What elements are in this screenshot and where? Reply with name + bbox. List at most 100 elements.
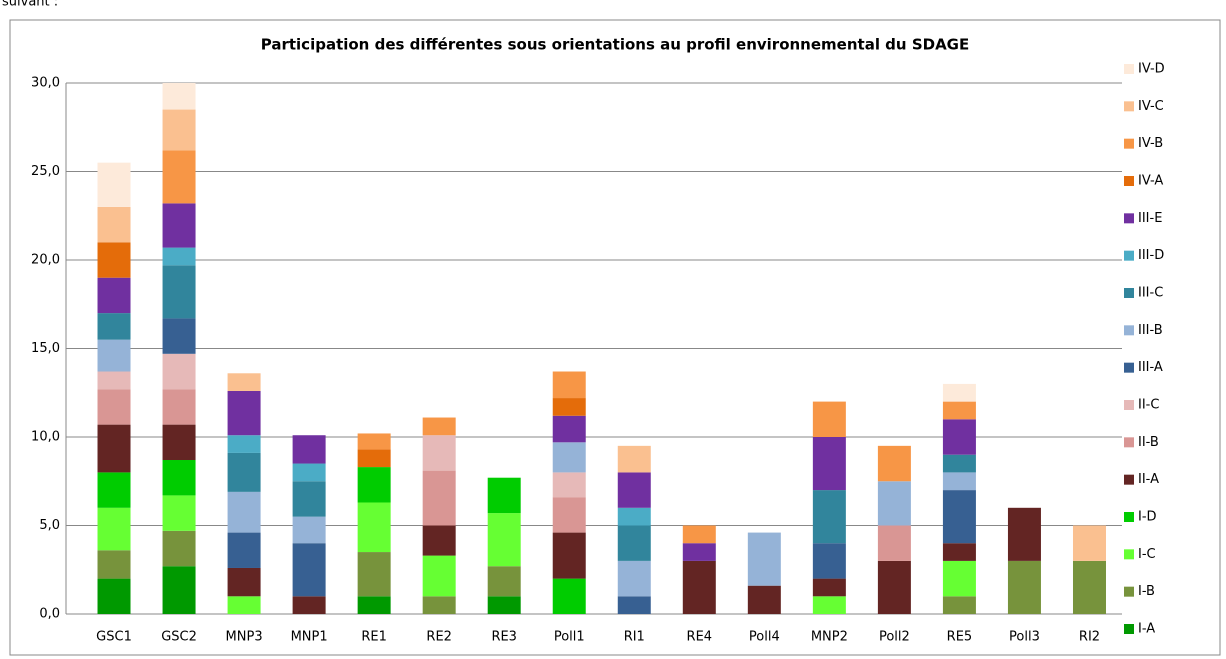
legend-label: II-C: [1138, 398, 1159, 413]
legend-label: IV-A: [1138, 174, 1163, 189]
bar-segment: [552, 497, 586, 533]
y-tick-label: 5,0: [39, 518, 60, 533]
bar-segment: [422, 596, 456, 614]
bar-segment: [552, 472, 586, 498]
x-tick-label: MNP3: [226, 630, 263, 645]
x-tick-label: Poll4: [749, 630, 780, 645]
bar-segment: [942, 383, 976, 402]
bar-segment: [227, 452, 261, 492]
legend-swatch: [1124, 586, 1134, 597]
legend-swatch: [1124, 213, 1134, 224]
bar-segment: [357, 433, 391, 450]
legend-swatch: [1124, 400, 1134, 410]
bar-segment: [357, 552, 391, 597]
bar-segment: [812, 401, 846, 437]
bar-segment: [97, 313, 131, 340]
bar-segment: [812, 490, 846, 544]
x-tick-label: RE2: [426, 630, 452, 645]
legend-swatch: [1124, 176, 1134, 186]
bar-segment: [97, 578, 131, 614]
legend-swatch: [1124, 325, 1134, 336]
bar-segment: [877, 560, 911, 614]
bar-segment: [97, 507, 131, 551]
legend-swatch: [1124, 250, 1134, 261]
bar-segment: [357, 502, 391, 553]
x-tick-label: GSC1: [96, 630, 132, 645]
bar-segment: [357, 467, 391, 503]
bar-segment: [227, 596, 261, 614]
bar-segment: [552, 532, 586, 579]
legend-swatch: [1124, 437, 1134, 448]
bar-segment: [617, 596, 651, 614]
legend-swatch: [1124, 101, 1134, 112]
bar-segment: [97, 339, 131, 372]
legend-label: III-D: [1138, 248, 1164, 263]
bar-segment: [682, 525, 716, 544]
bar-segment: [942, 560, 976, 597]
bar-segment: [682, 543, 716, 561]
bar-segment: [942, 596, 976, 614]
bar-segment: [292, 516, 326, 544]
x-tick-label: RE3: [491, 630, 517, 645]
bar-segment: [227, 532, 261, 568]
bar-segment: [1007, 560, 1041, 614]
bar-segment: [227, 435, 261, 453]
bar-segment: [942, 419, 976, 455]
bar-segment: [162, 424, 196, 461]
bar-segment: [942, 454, 976, 473]
bar-segment: [97, 472, 131, 508]
bar-segment: [422, 417, 456, 436]
x-tick-label: RE4: [687, 630, 713, 645]
bar-segment: [162, 83, 196, 110]
bar-segment: [162, 203, 196, 248]
page-text: suivant :: [2, 0, 58, 10]
bar-segment: [812, 437, 846, 491]
bar-segment: [1007, 507, 1041, 561]
bar-segment: [162, 389, 196, 425]
bar-segment: [1072, 525, 1106, 561]
y-tick-label: 0,0: [39, 607, 60, 622]
bar-segment: [617, 507, 651, 526]
legend-label: II-A: [1138, 472, 1159, 487]
bar-segment: [162, 353, 196, 390]
x-tick-label: GSC2: [161, 630, 197, 645]
bar-segment: [162, 150, 196, 204]
bar-segment: [357, 596, 391, 614]
legend-swatch: [1124, 549, 1134, 560]
legend-label: II-B: [1138, 435, 1159, 450]
bar-segment: [942, 490, 976, 544]
bar-segment: [97, 424, 131, 473]
bar-segment: [227, 567, 261, 597]
bar-segment: [292, 463, 326, 482]
bar-segment: [227, 390, 261, 436]
x-tick-label: MNP2: [811, 630, 848, 645]
bar-segment: [552, 371, 586, 399]
bar-segment: [877, 525, 911, 561]
bar-segment: [292, 481, 326, 517]
bar-segment: [747, 585, 781, 614]
legend-label: III-E: [1138, 211, 1162, 226]
x-tick-label: RI2: [1079, 630, 1100, 645]
legend-label: IV-B: [1138, 136, 1163, 151]
legend-swatch: [1124, 138, 1134, 149]
bar-segment: [617, 525, 651, 561]
bar-segment: [162, 265, 196, 319]
bar-segment: [162, 460, 196, 496]
bar-segment: [682, 560, 716, 614]
bar-segment: [162, 247, 196, 266]
bar-segment: [487, 513, 521, 567]
legend-swatch: [1124, 474, 1134, 485]
x-tick-label: Poll2: [879, 630, 910, 645]
bar-segment: [812, 543, 846, 579]
bar-segment: [487, 596, 521, 614]
legend-label: I-C: [1138, 547, 1156, 562]
bar-segment: [97, 242, 131, 278]
bar-segment: [97, 389, 131, 425]
bar-segment: [747, 532, 781, 586]
bar-segment: [97, 162, 131, 207]
bar-segment: [357, 449, 391, 468]
bar-segment: [422, 555, 456, 597]
bar-segment: [877, 481, 911, 526]
bar-segment: [162, 109, 196, 151]
bar-segment: [1072, 560, 1106, 614]
